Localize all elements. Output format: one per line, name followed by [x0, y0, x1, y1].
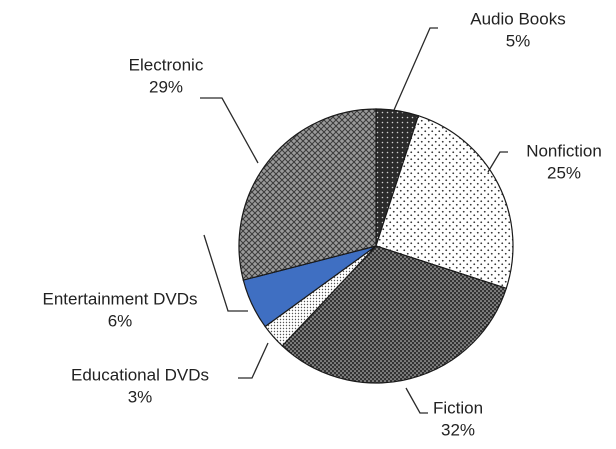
label-nonfiction: Nonfiction: [526, 141, 602, 160]
leader-fiction: [405, 387, 428, 414]
pie-slices: [238, 108, 514, 384]
label-entertainment-dvds: Entertainment DVDs: [43, 289, 198, 308]
leader-lines: [200, 27, 508, 414]
value-label-electronic: 29%: [149, 77, 183, 96]
value-label-fiction: 32%: [441, 420, 475, 439]
label-educational-dvds: Educational DVDs: [71, 365, 209, 384]
leader-educational-dvds: [238, 342, 269, 379]
slice-electronic: [238, 108, 377, 281]
leader-audio-books: [393, 27, 438, 111]
leader-electronic: [200, 97, 259, 164]
label-fiction: Fiction: [433, 398, 483, 417]
slice-nonfiction: [375, 114, 514, 290]
value-label-entertainment-dvds: 6%: [108, 311, 133, 330]
value-label-nonfiction: 25%: [547, 163, 581, 182]
value-label-educational-dvds: 3%: [128, 387, 153, 406]
slice-labels: Audio Books 5% Nonfiction 25% Fiction 32% Educ…: [43, 9, 602, 439]
label-electronic: Electronic: [129, 55, 204, 74]
value-label-audio-books: 5%: [506, 31, 531, 50]
slice-fiction: [281, 245, 508, 384]
leader-entertainment-dvds: [203, 234, 248, 312]
label-audio-books: Audio Books: [470, 9, 565, 28]
leader-nonfiction: [487, 151, 508, 173]
